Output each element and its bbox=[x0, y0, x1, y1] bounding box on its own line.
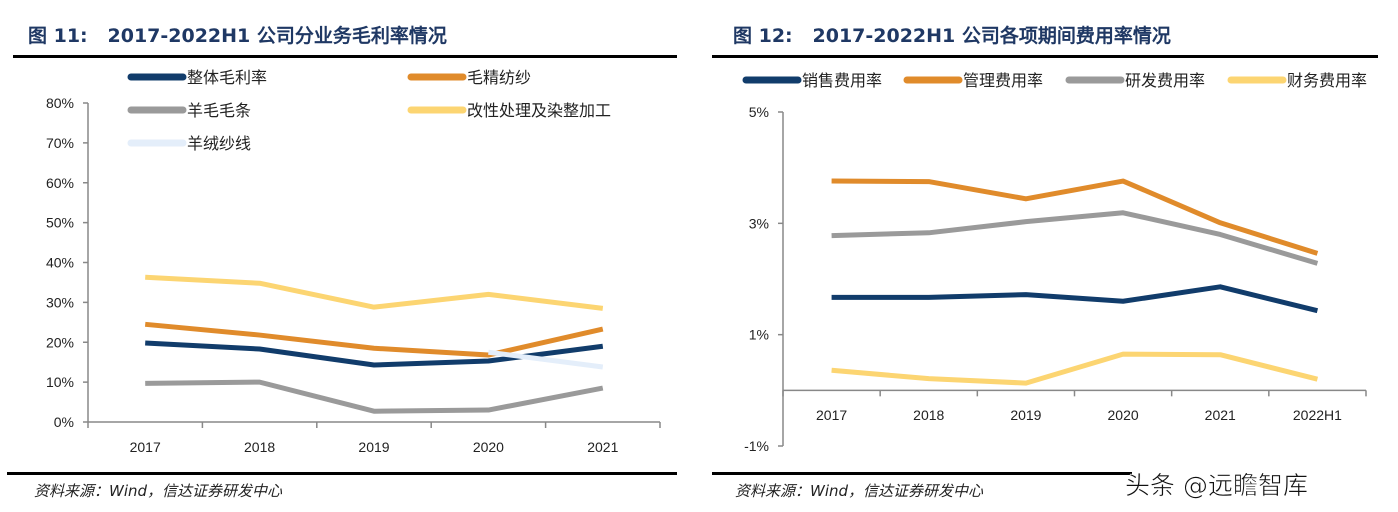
y-tick-label: 50% bbox=[46, 215, 74, 231]
x-tick-label: 2021 bbox=[1205, 407, 1236, 423]
chart1-source: 资料来源：Wind，信达证券研发中心 bbox=[34, 482, 283, 500]
y-tick-label: 40% bbox=[46, 255, 74, 271]
legend-label: 研发费用率 bbox=[1125, 71, 1205, 90]
chart2-bottom-rule bbox=[712, 472, 1132, 475]
legend-label: 改性处理及染整加工 bbox=[467, 101, 611, 120]
x-tick-label: 2018 bbox=[244, 439, 275, 455]
series-line-4 bbox=[831, 351, 1319, 386]
chart2-title-rule bbox=[712, 55, 1378, 58]
y-tick-label: -1% bbox=[744, 438, 769, 454]
chart1: 0% 10% 20% 30% 40% 50% 60% 70% 80% 2017 2018 2019 20… bbox=[46, 68, 661, 455]
series-line-2 bbox=[831, 178, 1319, 256]
watermark: 头条 @远瞻智库 bbox=[1125, 471, 1308, 500]
x-tick-label: 2017 bbox=[816, 407, 847, 423]
legend-label: 管理费用率 bbox=[963, 71, 1043, 90]
y-tick-label: 3% bbox=[749, 215, 769, 231]
series-line-4 bbox=[145, 274, 604, 311]
x-tick-label: 2020 bbox=[473, 439, 504, 455]
y-tick-label: 10% bbox=[46, 374, 74, 390]
legend-label: 羊毛毛条 bbox=[187, 101, 251, 120]
x-tick-label: 2022H1 bbox=[1293, 407, 1342, 423]
y-tick-label: 20% bbox=[46, 334, 74, 350]
chart2: -1% 1% 3% 5% 2017 2018 2019 2020 2021 2022H1 销售费用率… bbox=[742, 71, 1367, 454]
chart2-title: 图 12: 2017-2022H1 公司各项期间费用率情况 bbox=[733, 24, 1171, 47]
y-tick-label: 80% bbox=[46, 95, 74, 111]
x-tick-label: 2019 bbox=[358, 439, 389, 455]
y-tick-label: 1% bbox=[749, 327, 769, 343]
legend-label: 整体毛利率 bbox=[187, 68, 267, 87]
y-tick-label: 0% bbox=[54, 414, 74, 430]
series-line-5 bbox=[488, 349, 604, 370]
y-tick-label: 60% bbox=[46, 175, 74, 191]
x-tick-label: 2021 bbox=[587, 439, 618, 455]
legend-label: 财务费用率 bbox=[1287, 71, 1367, 90]
legend-label: 毛精纺纱 bbox=[467, 68, 531, 87]
x-tick-label: 2017 bbox=[130, 439, 161, 455]
chart1-title-rule bbox=[13, 55, 677, 58]
y-tick-label: 30% bbox=[46, 294, 74, 310]
series-line-1 bbox=[831, 284, 1319, 314]
x-tick-label: 2019 bbox=[1010, 407, 1041, 423]
y-tick-label: 70% bbox=[46, 135, 74, 151]
y-tick-label: 5% bbox=[749, 104, 769, 120]
series-line-3 bbox=[145, 379, 604, 414]
chart1-bottom-rule bbox=[7, 472, 677, 475]
x-tick-label: 2020 bbox=[1108, 407, 1139, 423]
legend-label: 羊绒纱线 bbox=[187, 134, 251, 153]
chart1-title: 图 11: 2017-2022H1 公司分业务毛利率情况 bbox=[28, 24, 447, 47]
series-line-2 bbox=[144, 321, 604, 358]
legend-label: 销售费用率 bbox=[802, 71, 882, 90]
series-line-3 bbox=[831, 210, 1319, 266]
chart2-source: 资料来源：Wind，信达证券研发中心 bbox=[735, 482, 984, 500]
x-tick-label: 2018 bbox=[913, 407, 944, 423]
